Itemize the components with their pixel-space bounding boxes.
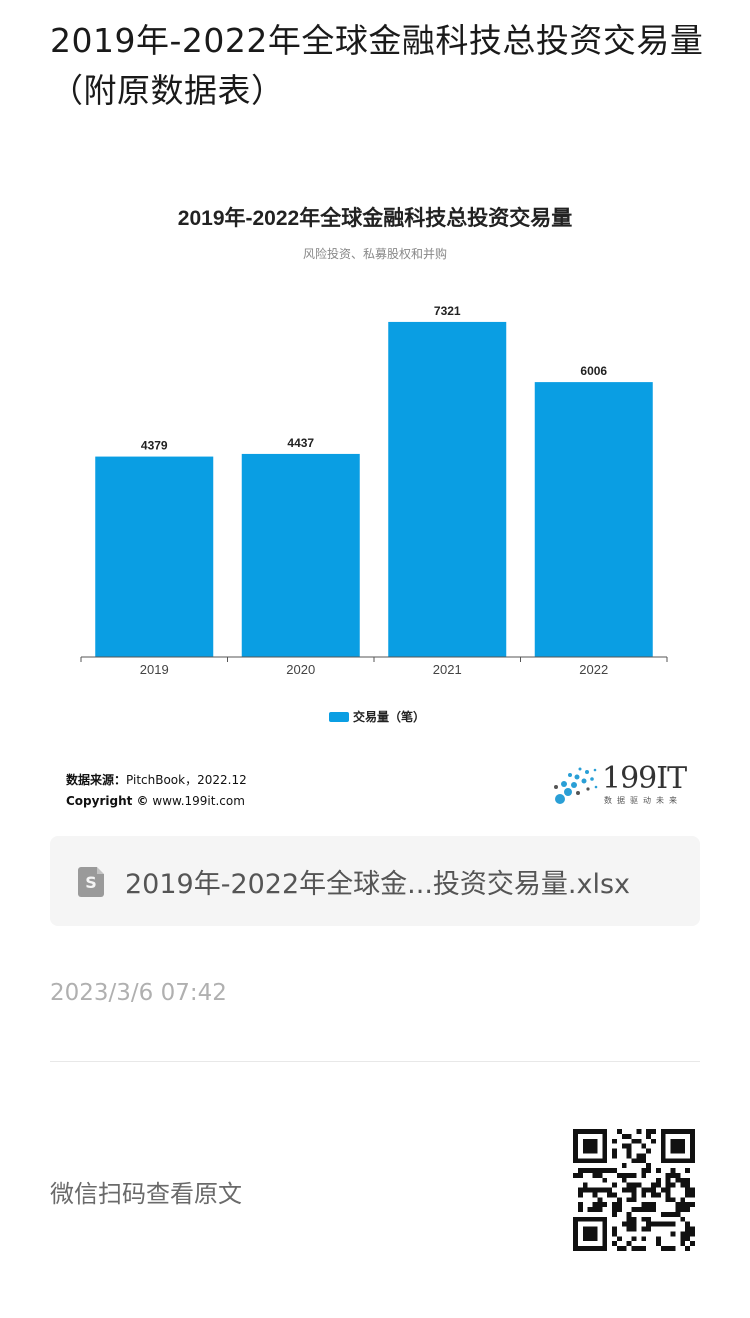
source-value: PitchBook，2022.12 xyxy=(126,773,247,787)
x-tick-label-2021: 2021 xyxy=(433,662,462,677)
file-attachment[interactable]: S 2019年-2022年全球金...投资交易量.xlsx xyxy=(50,836,700,926)
data-label-2021: 7321 xyxy=(434,304,461,318)
copyright-value: www.199it.com xyxy=(152,794,245,808)
timestamp: 2023/3/6 07:42 xyxy=(50,980,227,1006)
file-s-icon: S xyxy=(78,867,104,897)
divider xyxy=(50,1061,700,1062)
legend-swatch xyxy=(329,712,349,722)
x-tick-label-2020: 2020 xyxy=(286,662,315,677)
qr-code[interactable] xyxy=(573,1129,695,1251)
logo-199it: 199IT 数据驱动未来 xyxy=(550,761,690,811)
legend: 交易量（笔） xyxy=(329,709,425,724)
data-label-2020: 4437 xyxy=(287,436,314,450)
bars-group: 4379 4437 7321 6006 xyxy=(95,304,653,657)
logo-text: 199IT xyxy=(602,761,687,796)
x-axis: 2019 2020 2021 2022 xyxy=(80,656,668,677)
logo-tagline: 数据驱动未来 xyxy=(604,796,682,805)
qr-instruction: 微信扫码查看原文 xyxy=(50,1180,242,1208)
bar-2021 xyxy=(388,321,507,657)
bar-chart: 2019年-2022年全球金融科技总投资交易量 风险投资、私募股权和并购 437… xyxy=(80,206,668,724)
copyright-line: Copyright © www.199it.com xyxy=(66,791,247,812)
bar-2020 xyxy=(241,453,360,657)
chart-title: 2019年-2022年全球金融科技总投资交易量 xyxy=(178,206,572,230)
logo-burst-icon xyxy=(554,767,598,804)
chart-subtitle: 风险投资、私募股权和并购 xyxy=(303,246,447,261)
data-label-2019: 4379 xyxy=(141,439,168,453)
legend-label: 交易量（笔） xyxy=(353,709,425,724)
source-label: 数据来源： xyxy=(66,773,127,787)
x-tick-label-2019: 2019 xyxy=(140,662,169,677)
x-tick-label-2022: 2022 xyxy=(579,662,608,677)
bar-2019 xyxy=(95,456,214,657)
chart-source: 数据来源：PitchBook，2022.12 Copyright © www.1… xyxy=(66,770,247,812)
file-name: 2019年-2022年全球金...投资交易量.xlsx xyxy=(125,869,631,900)
source-line: 数据来源：PitchBook，2022.12 xyxy=(66,770,247,791)
page-title: 2019年-2022年全球金融科技总投资交易量（附原数据表） xyxy=(50,21,704,110)
data-label-2022: 6006 xyxy=(580,364,607,378)
bar-2022 xyxy=(534,382,653,657)
copyright-label: Copyright © xyxy=(66,794,149,808)
chart-card: 2019年-2022年全球金融科技总投资交易量 风险投资、私募股权和并购 437… xyxy=(50,180,700,820)
